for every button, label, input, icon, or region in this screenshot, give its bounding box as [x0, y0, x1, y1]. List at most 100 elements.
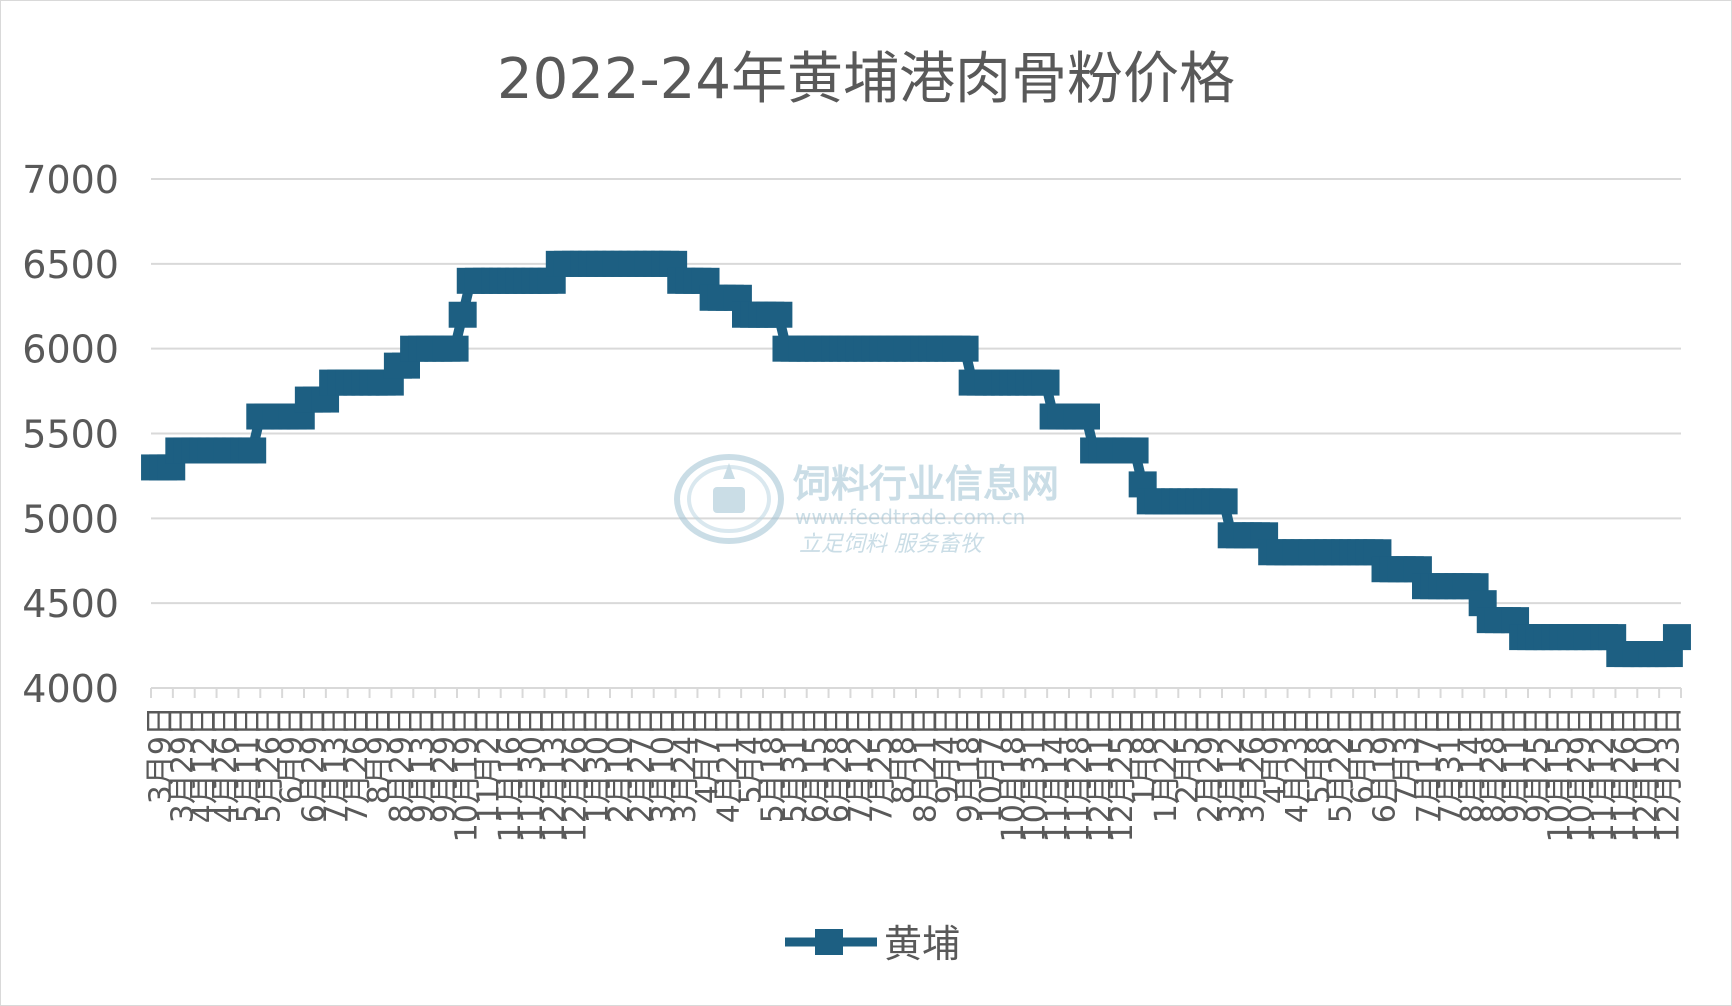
x-tick-label: 3月24日 [668, 706, 703, 823]
x-tick-label: 3月10日 [646, 706, 681, 823]
watermark-site-name: 饲料行业信息网 [793, 462, 1059, 506]
x-tick-label: 6月28日 [821, 706, 856, 823]
x-tick-label: 5月8日 [1302, 706, 1337, 804]
chart-title: 2022-24年黄埔港肉骨粉价格 [497, 47, 1235, 112]
data-point-marker [1662, 624, 1691, 651]
x-tick-label: 7月31日 [1433, 706, 1468, 823]
x-tick-label: 5月31日 [777, 706, 812, 823]
x-tick-label: 1月22日 [1149, 706, 1184, 823]
x-tick-label: 7月13日 [318, 706, 353, 823]
x-tick-label: 6月9日 [275, 706, 310, 804]
x-tick-label: 10月31日 [1018, 706, 1053, 842]
x-tick-label: 11月26日 [1608, 706, 1643, 842]
y-tick-label: 6000 [22, 328, 119, 372]
y-tick-label: 7000 [22, 158, 119, 202]
data-point-marker [1031, 369, 1060, 396]
x-tick-label: 4月9日 [1258, 706, 1293, 804]
y-axis-ticks: 4000 4500 5000 5500 6000 6500 7000 [22, 158, 119, 711]
x-tick-label: 2月27日 [624, 706, 659, 823]
x-tick-label: 12月10日 [1630, 706, 1665, 842]
data-point-marker [1120, 437, 1149, 464]
x-tick-label: 4月12日 [187, 706, 222, 823]
x-tick-label: 10月7日 [974, 706, 1009, 823]
x-tick-label: 1月8日 [1127, 706, 1162, 804]
x-tick-label: 8月29日 [384, 706, 419, 823]
x-tick-label: 8月9日 [362, 706, 397, 804]
x-tick-label: 6月19日 [1367, 706, 1402, 823]
watermark-logo-icon [674, 454, 784, 544]
x-tick-label: 1月30日 [581, 706, 616, 823]
x-tick-label: 8月14日 [1455, 706, 1490, 823]
y-tick-label: 5000 [22, 497, 119, 541]
x-tick-label: 5月26日 [253, 706, 288, 823]
x-tick-label: 12月11日 [1083, 706, 1118, 842]
x-tick-label: 11月14日 [1040, 706, 1075, 842]
x-tick-label: 3月12日 [1214, 706, 1249, 823]
x-tick-label: 2月5日 [1171, 706, 1206, 804]
data-point-marker [440, 335, 469, 362]
x-tick-label: 9月4日 [930, 706, 965, 804]
x-tick-label: 4月23日 [1280, 706, 1315, 823]
x-tick-label: 5月18日 [755, 706, 790, 823]
x-tick-label: 3月9日 [143, 706, 178, 804]
x-tick-label: 7月12日 [843, 706, 878, 823]
x-tick-label: 8月21日 [908, 706, 943, 823]
x-tick-label: 12月13日 [537, 706, 572, 842]
legend: 黄埔 [785, 922, 960, 966]
data-point-marker [238, 437, 267, 464]
x-tick-label: 9月18日 [952, 706, 987, 823]
x-tick-label: 7月26日 [340, 706, 375, 823]
x-tick-label: 12月23日 [1652, 706, 1687, 842]
x-tick-label: 4月21日 [712, 706, 747, 823]
x-tick-label: 11月16日 [493, 706, 528, 842]
y-tick-label: 4500 [22, 582, 119, 626]
watermark-url: www.feedtrade.com.cn [795, 505, 1025, 529]
x-tick-label: 10月18日 [996, 706, 1031, 842]
x-tick-label: 10月29日 [1564, 706, 1599, 842]
x-tick-label: 11月28日 [1061, 706, 1096, 842]
x-tick-label: 9月11日 [1499, 706, 1534, 823]
legend-label: 黄埔 [884, 922, 960, 966]
x-tick-label: 4月26日 [209, 706, 244, 823]
x-tick-label: 10月19日 [449, 706, 484, 842]
data-point-marker [1072, 403, 1100, 430]
x-tick-label: 3月26日 [1236, 706, 1271, 823]
watermark: 饲料行业信息网 www.feedtrade.com.cn 立足饲料 服务畜牧 [674, 454, 1059, 557]
x-tick-label: 11月30日 [515, 706, 550, 842]
y-tick-label: 6500 [22, 243, 119, 287]
x-tick-label: 9月13日 [406, 706, 441, 823]
x-tick-label: 6月5日 [1346, 706, 1381, 804]
x-tick-label: 9月25日 [1520, 706, 1555, 823]
data-point-marker [1209, 488, 1238, 515]
data-point-marker [448, 301, 477, 328]
x-tick-label: 7月25日 [865, 706, 900, 823]
legend-marker-swatch [815, 929, 843, 955]
watermark-slogan: 立足饲料 服务畜牧 [799, 532, 985, 557]
x-tick-label: 7月17日 [1411, 706, 1446, 823]
x-tick-label: 3月29日 [165, 706, 200, 823]
y-tick-label: 4000 [22, 667, 119, 711]
x-tick-label: 6月29日 [296, 706, 331, 823]
x-tick-label: 6月15日 [799, 706, 834, 823]
x-tick-label: 2月29日 [1193, 706, 1228, 823]
x-tick-label: 10月15日 [1542, 706, 1577, 842]
data-point-marker [950, 335, 979, 362]
data-point-marker [764, 301, 793, 328]
series-huangpu [141, 250, 1691, 668]
x-tick-label: 11月2日 [471, 706, 506, 823]
x-tick-label: 7月3日 [1389, 706, 1424, 804]
x-tick-label: 8月8日 [887, 706, 922, 804]
x-tick-label: 12月25日 [1105, 706, 1140, 842]
y-tick-label: 5500 [22, 413, 119, 457]
x-tick-label: 4月7日 [690, 706, 725, 804]
x-tick-label: 9月29日 [428, 706, 463, 823]
x-tick-label: 5月4日 [734, 706, 769, 804]
x-tick-label: 8月28日 [1477, 706, 1512, 823]
x-axis: 3月9日3月29日4月12日4月26日5月11日5月26日6月9日6月29日7月… [143, 687, 1687, 842]
x-tick-label: 5月22日 [1324, 706, 1359, 823]
x-tick-label: 2月10日 [602, 706, 637, 823]
x-tick-label: 12月26日 [559, 706, 594, 842]
x-tick-label: 5月11日 [231, 706, 266, 823]
